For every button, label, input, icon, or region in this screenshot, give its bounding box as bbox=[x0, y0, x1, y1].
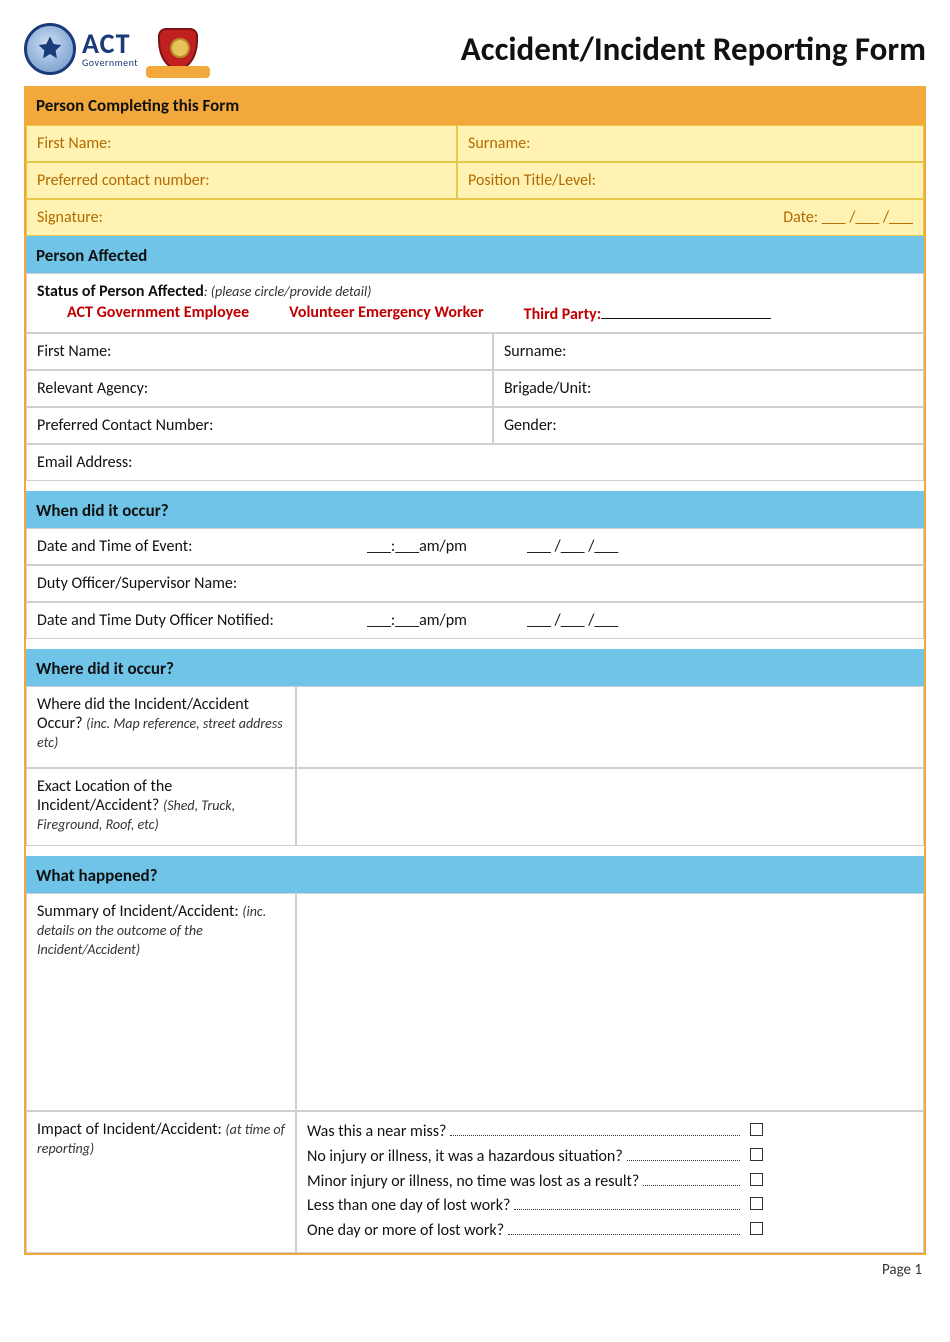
checkbox-icon[interactable] bbox=[750, 1173, 763, 1186]
checkbox-icon[interactable] bbox=[750, 1148, 763, 1161]
status-hint: : (please circle/provide detail) bbox=[204, 283, 372, 300]
field-contact-affected[interactable]: Preferred Contact Number: bbox=[26, 407, 493, 444]
form-title: Accident/Incident Reporting Form bbox=[461, 29, 926, 69]
field-where-occur[interactable] bbox=[296, 686, 924, 768]
dt-event-time: ___:___am/pm bbox=[367, 537, 527, 556]
field-datetime-event[interactable]: Date and Time of Event: ___:___am/pm ___… bbox=[26, 528, 924, 565]
status-label: Status of Person Affected bbox=[37, 282, 204, 301]
impact-item-text: Less than one day of lost work? bbox=[307, 1194, 510, 1219]
status-opt-act-employee[interactable]: ACT Government Employee bbox=[67, 303, 249, 324]
act-text-big: ACT bbox=[82, 30, 138, 58]
field-brigade[interactable]: Brigade/Unit: bbox=[493, 370, 924, 407]
dt-event-label: Date and Time of Event: bbox=[37, 537, 367, 556]
impact-item[interactable]: Minor injury or illness, no time was los… bbox=[307, 1170, 763, 1195]
label-exact-location: Exact Location of the Incident/Accident?… bbox=[26, 768, 296, 846]
label-where-occur: Where did the Incident/Accident Occur? (… bbox=[26, 686, 296, 768]
impact-item-text: No injury or illness, it was a hazardous… bbox=[307, 1145, 623, 1170]
field-gender[interactable]: Gender: bbox=[493, 407, 924, 444]
checkbox-icon[interactable] bbox=[750, 1197, 763, 1210]
field-datetime-notified[interactable]: Date and Time Duty Officer Notified: ___… bbox=[26, 602, 924, 639]
impact-item-dots bbox=[643, 1171, 740, 1185]
field-firstname-affected[interactable]: First Name: bbox=[26, 333, 493, 370]
signature-label: Signature: bbox=[37, 208, 103, 227]
impact-item[interactable]: Less than one day of lost work? bbox=[307, 1194, 763, 1219]
crest-icon bbox=[144, 20, 212, 78]
logo-block: ACT Government bbox=[24, 20, 212, 78]
section-person-completing-heading: Person Completing this Form bbox=[26, 88, 924, 125]
header: ACT Government Accident/Incident Reporti… bbox=[24, 20, 926, 78]
impact-item-dots bbox=[627, 1146, 740, 1160]
field-position-completer[interactable]: Position Title/Level: bbox=[457, 162, 924, 199]
checkbox-icon[interactable] bbox=[750, 1123, 763, 1136]
section-where-heading: Where did it occur? bbox=[26, 649, 924, 686]
field-status-affected[interactable]: Status of Person Affected: (please circl… bbox=[26, 273, 924, 333]
impact-item-text: One day or more of lost work? bbox=[307, 1219, 504, 1244]
field-exact-location[interactable] bbox=[296, 768, 924, 846]
form-body: Person Completing this Form First Name: … bbox=[24, 86, 926, 1255]
field-signature-date[interactable]: Signature: Date: ___ /___ /___ bbox=[26, 199, 924, 236]
field-summary[interactable] bbox=[296, 893, 924, 1111]
impact-item-text: Was this a near miss? bbox=[307, 1120, 446, 1145]
impact-item-text: Minor injury or illness, no time was los… bbox=[307, 1170, 639, 1195]
act-text-small: Government bbox=[82, 58, 138, 68]
section-what-heading: What happened? bbox=[26, 856, 924, 893]
status-opt-third-party[interactable]: Third Party: bbox=[524, 303, 771, 324]
field-surname-completer[interactable]: Surname: bbox=[457, 125, 924, 162]
field-contact-completer[interactable]: Preferred contact number: bbox=[26, 162, 457, 199]
impact-item-dots bbox=[508, 1221, 740, 1235]
field-agency[interactable]: Relevant Agency: bbox=[26, 370, 493, 407]
impact-item[interactable]: Was this a near miss? bbox=[307, 1120, 763, 1145]
label-summary: Summary of Incident/Accident: (inc. deta… bbox=[26, 893, 296, 1111]
date-label: Date: ___ /___ /___ bbox=[783, 208, 913, 227]
section-person-affected-heading: Person Affected bbox=[26, 236, 924, 273]
label-impact: Impact of Incident/Accident: (at time of… bbox=[26, 1111, 296, 1253]
field-firstname-completer[interactable]: First Name: bbox=[26, 125, 457, 162]
dt-notified-label: Date and Time Duty Officer Notified: bbox=[37, 611, 367, 630]
impact-item[interactable]: No injury or illness, it was a hazardous… bbox=[307, 1145, 763, 1170]
checkbox-icon[interactable] bbox=[750, 1222, 763, 1235]
field-impact[interactable]: Was this a near miss? No injury or illne… bbox=[296, 1111, 924, 1253]
page-number: Page 1 bbox=[24, 1255, 926, 1279]
section-when-heading: When did it occur? bbox=[26, 491, 924, 528]
field-email[interactable]: Email Address: bbox=[26, 444, 924, 481]
dt-event-date: ___ /___ /___ bbox=[527, 537, 913, 556]
dt-notified-date: ___ /___ /___ bbox=[527, 611, 913, 630]
impact-item-dots bbox=[450, 1122, 740, 1136]
impact-item-dots bbox=[514, 1196, 740, 1210]
field-duty-officer-name[interactable]: Duty Officer/Supervisor Name: bbox=[26, 565, 924, 602]
act-seal-icon bbox=[24, 23, 76, 75]
impact-item[interactable]: One day or more of lost work? bbox=[307, 1219, 763, 1244]
field-surname-affected[interactable]: Surname: bbox=[493, 333, 924, 370]
act-gov-text: ACT Government bbox=[82, 30, 138, 68]
dt-notified-time: ___:___am/pm bbox=[367, 611, 527, 630]
status-opt-volunteer[interactable]: Volunteer Emergency Worker bbox=[289, 303, 484, 324]
